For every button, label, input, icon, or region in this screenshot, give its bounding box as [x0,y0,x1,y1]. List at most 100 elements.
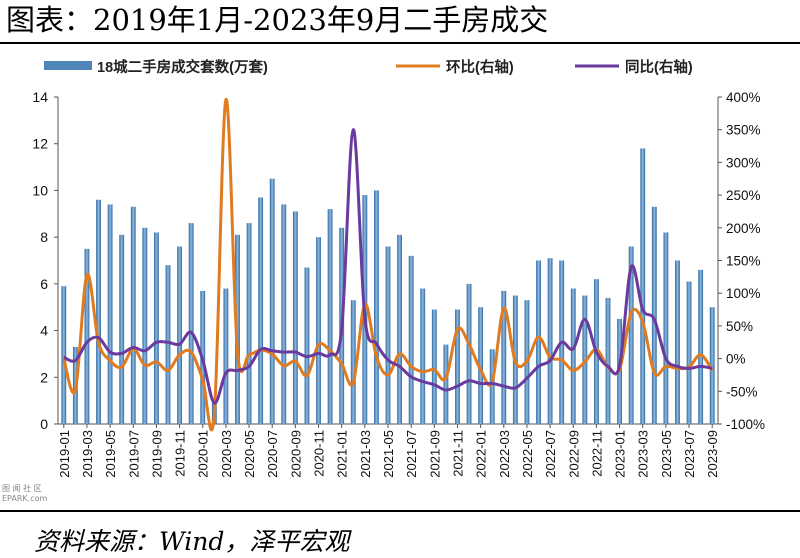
x-tick-label: 2020-05 [242,430,257,478]
x-tick-label: 2019-03 [80,430,95,478]
bar [165,265,171,424]
left-tick-label: 0 [40,416,48,432]
bar [96,199,101,424]
x-tick-label: 2021-01 [335,430,350,478]
x-tick-label: 2021-03 [358,430,373,478]
bar [443,344,449,424]
watermark: 图 闻 社 区 EPARK.com [2,484,47,504]
right-tick-label: 250% [726,188,761,203]
x-tick-label: 2020-09 [288,430,303,478]
source-note: 资料来源：Wind，泽平宏观 [34,527,350,556]
bar [153,232,159,424]
left-tick-label: 12 [32,136,48,152]
bar [501,290,507,424]
x-tick-label: 2023-03 [636,430,651,478]
x-tick-label: 2021-09 [427,430,442,478]
bar [84,248,90,424]
x-tick-label: 2023-01 [613,430,628,478]
bar [142,227,148,424]
x-tick-label: 2020-03 [219,430,234,478]
x-tick-label: 2023-05 [659,430,674,478]
right-tick-label: 350% [726,123,761,138]
bar [686,281,692,424]
x-tick-label: 2022-09 [566,430,581,478]
x-tick-label: 2020-07 [265,430,280,478]
x-tick-label: 2023-07 [682,430,697,478]
bar [350,300,356,424]
bar [536,260,541,424]
left-tick-label: 2 [40,369,48,385]
bar [223,288,229,424]
watermark-line1: 图 闻 社 区 [2,484,42,493]
bar [269,178,275,424]
bar [292,211,298,424]
x-tick-label: 2022-07 [543,430,558,478]
right-tick-label: 0% [726,352,746,367]
bar [709,307,715,424]
bar [547,258,553,424]
legend-swatch-bar [44,61,92,70]
bar [675,260,680,424]
bar [663,232,669,424]
x-tick-label: 2019-01 [57,430,72,478]
bar [177,246,183,424]
bar [61,286,67,424]
bar [281,204,287,424]
x-tick-label: 2021-05 [381,430,396,478]
x-tick-label: 2019-11 [173,430,188,477]
bar [258,197,264,424]
x-tick-label: 2019-05 [103,430,118,478]
x-tick-label: 2021-07 [404,430,419,478]
bar [640,148,646,424]
legend-label-bar: 18城二手房成交套数(万套) [97,58,268,76]
bar [431,309,437,424]
left-tick-label: 10 [32,182,48,198]
chart-legend: 18城二手房成交套数(万套) 环比(右轴) 同比(右轴) [44,58,693,76]
right-tick-label: 400% [726,90,761,105]
left-tick-label: 4 [40,323,48,339]
right-tick-label: -100% [726,417,765,432]
title-rule [0,42,800,44]
bar [188,223,194,424]
left-tick-label: 14 [32,89,48,105]
footer-rule [0,510,800,512]
bar [455,309,460,424]
x-tick-label: 2020-01 [196,430,211,478]
x-tick-label: 2022-01 [474,430,489,478]
bar [107,204,113,424]
left-tick-label: 6 [40,276,48,292]
bar [570,288,576,424]
series-line-yoy [63,128,713,405]
bar [304,267,310,424]
bar [373,190,379,424]
x-tick-label: 2020-11 [312,430,327,477]
bar [466,283,472,424]
x-tick-label: 2022-05 [520,430,535,478]
x-tick-label: 2019-07 [126,430,141,478]
right-tick-label: 100% [726,286,761,301]
bar [316,237,321,424]
bar [119,234,125,424]
right-tick-label: 150% [726,254,761,269]
x-tick-label: 2023-09 [705,430,720,478]
x-tick-label: 2019-09 [149,430,164,478]
bar [478,307,484,424]
right-tick-label: -50% [726,384,758,399]
bar [397,234,403,424]
chart-title: 图表：2019年1月-2023年9月二手房成交 [6,3,549,37]
bar [420,288,426,424]
legend-label-yoy: 同比(右轴) [625,58,693,76]
bar [130,206,136,424]
right-tick-label: 200% [726,221,761,236]
x-tick-label: 2021-11 [450,430,465,477]
right-tick-label: 50% [726,319,753,334]
x-tick-label: 2022-11 [589,430,604,477]
bar [605,297,611,424]
bar [408,255,414,424]
bar [246,223,252,424]
bar [489,349,495,424]
legend-label-mom: 环比(右轴) [446,58,514,76]
bar [651,206,657,424]
bar [628,246,634,424]
left-tick-label: 8 [40,229,48,245]
